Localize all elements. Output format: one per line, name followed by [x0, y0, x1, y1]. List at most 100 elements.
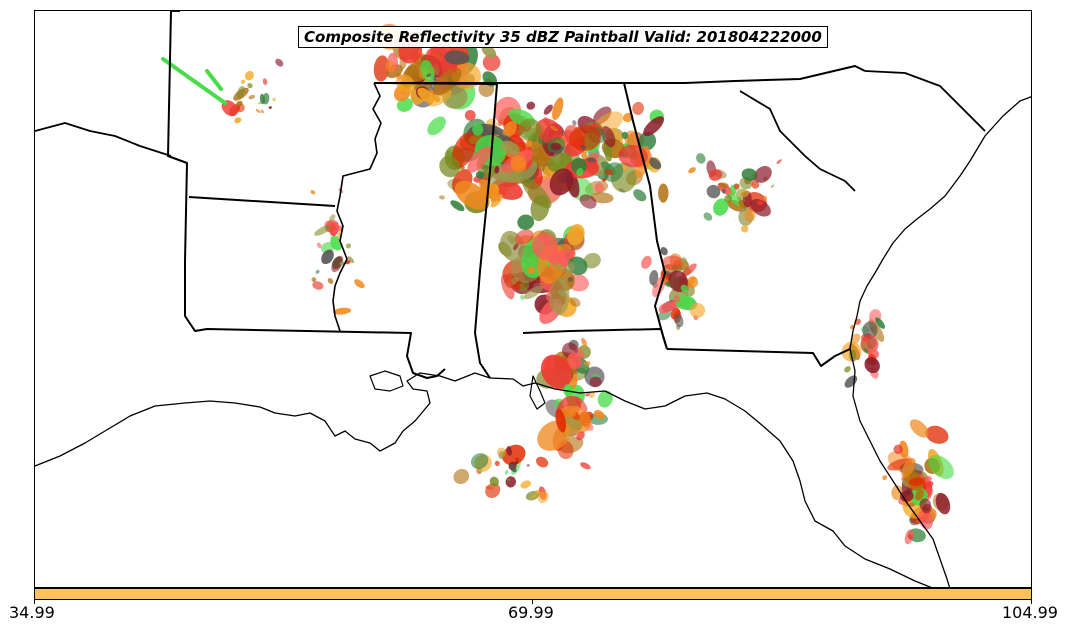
reflectivity-blob	[567, 352, 582, 370]
reflectivity-blob	[467, 146, 492, 173]
reflectivity-blob	[450, 200, 465, 212]
boundary-layer	[35, 11, 1031, 587]
reflectivity-blob	[689, 302, 706, 318]
reflectivity-blob	[555, 408, 567, 433]
reflectivity-blob	[489, 476, 499, 487]
reflectivity-blob	[751, 180, 760, 189]
colorbar	[34, 588, 1032, 600]
reflectivity-blob	[439, 155, 460, 178]
state-boundary-ar-ms	[188, 196, 336, 207]
map-title: Composite Reflectivity 35 dBZ Paintball …	[298, 26, 828, 48]
reflectivity-blob	[919, 498, 931, 511]
reflectivity-blob	[756, 200, 764, 206]
reflectivity-blob	[909, 419, 929, 438]
reflectivity-blob	[658, 183, 669, 203]
lake-pontchartrain	[369, 370, 404, 392]
reflectivity-blob	[875, 317, 885, 329]
reflectivity-blob	[914, 489, 925, 501]
reflectivity-blob	[601, 126, 616, 148]
reflectivity-blob	[581, 337, 588, 347]
reflectivity-blob	[569, 125, 601, 152]
reflectivity-blob	[576, 431, 585, 441]
reflectivity-blob	[494, 460, 500, 466]
reflectivity-blob	[525, 140, 533, 148]
state-boundary-sc-nc	[864, 70, 986, 132]
reflectivity-blob	[713, 198, 729, 216]
reflectivity-blob	[708, 169, 723, 181]
reflectivity-blob	[327, 278, 334, 284]
reflectivity-blob	[593, 409, 605, 420]
reflectivity-blob	[517, 160, 525, 169]
reflectivity-blob	[673, 295, 681, 304]
reflectivity-blob	[603, 162, 624, 182]
reflectivity-blob	[339, 261, 345, 265]
reflectivity-blob	[750, 199, 771, 217]
reflectivity-blob	[935, 492, 951, 515]
reflectivity-blob	[312, 281, 324, 290]
reflectivity-blob	[261, 109, 264, 114]
reflectivity-blob	[579, 194, 597, 209]
reflectivity-blob	[586, 157, 597, 163]
reflectivity-blob	[649, 157, 662, 170]
reflectivity-blob	[500, 273, 515, 300]
reflectivity-blob	[907, 534, 913, 540]
reflectivity-blob	[470, 453, 489, 470]
reflectivity-blob	[605, 169, 613, 176]
reflectivity-blob	[507, 478, 511, 482]
reflectivity-blob	[572, 120, 577, 126]
reflectivity-blob	[426, 73, 432, 77]
reflectivity-blob	[475, 171, 485, 179]
texas-boundary	[35, 122, 172, 157]
reflectivity-blob	[638, 131, 657, 151]
reflectivity-blob	[453, 468, 470, 485]
reflectivity-blob	[660, 246, 668, 256]
reflectivity-blob	[590, 192, 614, 204]
colorbar-tick-label-max: 104.99	[1002, 603, 1058, 622]
reflectivity-blob	[517, 214, 535, 230]
reflectivity-blob	[754, 165, 772, 183]
reflectivity-blob	[721, 188, 726, 194]
reflectivity-blob	[494, 165, 500, 174]
reflectivity-blob	[444, 50, 470, 65]
reflectivity-blob	[925, 425, 949, 444]
reflectivity-blob	[550, 142, 562, 151]
reflectivity-blob	[439, 195, 445, 200]
reflectivity-blob	[602, 178, 607, 182]
reflectivity-blob	[520, 294, 524, 301]
reflectivity-blob	[703, 212, 713, 221]
reflectivity-blob	[502, 120, 517, 138]
reflectivity-blob	[522, 178, 552, 209]
reflectivity-blob	[354, 279, 365, 289]
atlantic-coastline-ga-sc	[849, 96, 1031, 350]
state-boundary-ga-fl	[666, 348, 851, 367]
reflectivity-blob	[333, 307, 352, 315]
reflectivity-blob	[452, 65, 458, 73]
reflectivity-blob	[526, 464, 530, 467]
reflectivity-blob	[901, 458, 916, 478]
reflectivity-blob	[428, 89, 452, 107]
reflectivity-blob	[763, 195, 768, 201]
reflectivity-blob	[882, 475, 888, 481]
reflectivity-blob	[255, 108, 261, 114]
reflectivity-blob	[844, 366, 851, 373]
colorbar-tick-label-min: 34.99	[9, 603, 55, 622]
reflectivity-blob	[311, 277, 317, 283]
reflectivity-blob	[632, 101, 644, 115]
reflectivity-blob	[569, 297, 581, 307]
reflectivity-blob	[776, 159, 782, 165]
reflectivity-blob	[891, 485, 903, 500]
reflectivity-blob	[741, 168, 758, 182]
reflectivity-blob	[557, 256, 569, 267]
reflectivity-blob	[589, 376, 602, 388]
reflectivity-blob	[373, 55, 390, 82]
reflectivity-blob	[643, 116, 665, 137]
reflectivity-blob	[475, 194, 482, 200]
reflectivity-blob	[509, 463, 517, 473]
reflectivity-blob	[531, 494, 537, 499]
reflectivity-blob	[505, 476, 517, 488]
reflectivity-blob	[236, 85, 245, 99]
reflectivity-blob	[597, 390, 613, 408]
reflectivity-blob	[329, 214, 336, 222]
reflectivity-blob	[542, 165, 551, 180]
reflectivity-blob	[536, 456, 549, 468]
